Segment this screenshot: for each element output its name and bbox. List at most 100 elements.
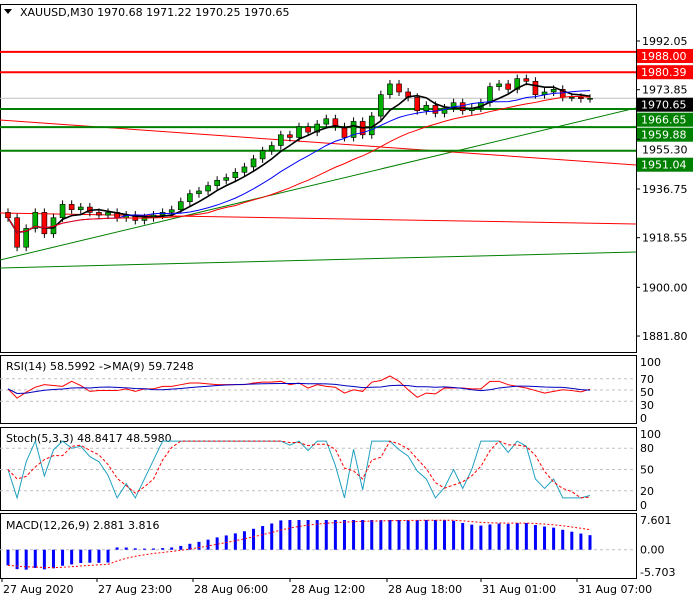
- candle-body: [5, 212, 11, 219]
- candle-body: [177, 201, 184, 211]
- candle-body: [441, 107, 448, 114]
- candle-body: [378, 94, 384, 117]
- candle-body: [532, 80, 539, 95]
- moving-average-line: [7, 83, 591, 234]
- candle-body: [341, 126, 348, 138]
- candle-body: [569, 97, 575, 99]
- level-badge: [637, 65, 693, 80]
- panel-frame: [0, 4, 637, 353]
- candle-body: [323, 118, 330, 125]
- candle-body: [214, 179, 220, 186]
- trendline: [0, 107, 637, 261]
- macd-tick-label: 7.601: [640, 514, 672, 527]
- level-label: 1970.65: [641, 99, 687, 112]
- candle-body: [59, 204, 66, 219]
- candle-body: [423, 105, 430, 112]
- candle-body: [459, 102, 466, 112]
- time-label: 27 Aug 23:00: [98, 583, 172, 596]
- candle-body: [578, 97, 584, 99]
- price-tick-label: 1918.55: [642, 232, 688, 245]
- candle-body: [396, 83, 402, 93]
- candle-body: [23, 228, 29, 248]
- price-tick-label: 1900.00: [642, 281, 688, 294]
- candle-body: [241, 166, 248, 173]
- panel-frame: [0, 513, 637, 579]
- level-label: 1951.04: [641, 159, 687, 172]
- rsi-tick-label: 30: [640, 399, 654, 412]
- candle-body: [523, 78, 530, 82]
- time-label: 27 Aug 2020: [3, 583, 73, 596]
- level-badge: [637, 127, 693, 142]
- candle-body: [550, 89, 557, 93]
- candle-body: [41, 212, 48, 235]
- level-badge: [637, 49, 693, 63]
- candle-body: [414, 97, 421, 112]
- price-tick-label: 1973.85: [642, 84, 688, 97]
- stoch-tick-label: 20: [640, 485, 654, 498]
- time-label: 31 Aug 07:00: [578, 583, 652, 596]
- candle-body: [350, 121, 357, 138]
- candle-body: [77, 206, 84, 211]
- macd-label: MACD(12,26,9) 2.881 3.816: [6, 519, 160, 532]
- candle-body: [432, 105, 439, 114]
- stoch-tick-label: 100: [640, 428, 661, 441]
- moving-average-line: [7, 95, 591, 234]
- price-tick-label: 1881.80: [642, 330, 688, 343]
- candle-body: [205, 185, 211, 192]
- candle-body: [314, 123, 320, 133]
- candle-body: [259, 150, 266, 160]
- rsi-ma-line: [7, 382, 591, 395]
- candle-body: [496, 83, 502, 87]
- candle-body: [223, 177, 230, 181]
- candle-body: [487, 86, 493, 103]
- level-badge: [637, 112, 693, 127]
- candle-body: [332, 118, 339, 128]
- candle-body: [105, 212, 111, 216]
- candle-body: [187, 193, 193, 202]
- price-tick-label: 1992.05: [642, 35, 688, 48]
- candle-body: [505, 83, 511, 90]
- candle-body: [168, 209, 175, 213]
- stoch-tick-label: 50: [640, 464, 654, 477]
- chart-title: XAUUSD,M30 1970.68 1971.22 1970.25 1970.…: [20, 6, 290, 19]
- stoch-tick-label: 80: [640, 442, 654, 455]
- rsi-tick-label: 70: [640, 373, 654, 386]
- time-label: 31 Aug 01:00: [482, 583, 556, 596]
- moving-average-line: [7, 90, 591, 234]
- level-badge: [637, 97, 693, 112]
- candle-body: [250, 158, 257, 168]
- candle-body: [296, 126, 302, 138]
- level-label: 1980.39: [641, 66, 687, 79]
- candle-body: [32, 212, 39, 229]
- dropdown-triangle-icon[interactable]: [4, 9, 12, 14]
- candle-body: [68, 204, 75, 211]
- candle-body: [287, 134, 293, 138]
- macd-signal-line: [7, 519, 591, 569]
- candle-body: [387, 83, 393, 95]
- candle-body: [305, 126, 311, 133]
- rsi-label: RSI(14) 58.5992 ->MA(9) 59.7248: [6, 360, 194, 373]
- time-label: 28 Aug 06:00: [194, 583, 268, 596]
- level-label: 1966.65: [641, 114, 687, 127]
- candle-body: [268, 145, 275, 152]
- level-label: 1959.88: [641, 129, 687, 142]
- candle-body: [96, 212, 102, 216]
- stoch-label: Stoch(5,3,3) 48.8417 48.5980: [6, 432, 172, 445]
- candle-body: [514, 78, 521, 90]
- rsi-tick-label: 0: [640, 412, 647, 425]
- stoch-main-line: [7, 439, 591, 500]
- time-label: 28 Aug 18:00: [388, 583, 462, 596]
- candle-body: [278, 134, 284, 146]
- time-label: 28 Aug 12:00: [291, 583, 365, 596]
- price-tick-label: 1955.30: [642, 144, 688, 157]
- level-badge: [637, 157, 693, 172]
- macd-tick-label: 0.00: [640, 544, 665, 557]
- macd-tick-label: -5.703: [640, 566, 675, 579]
- stoch-signal-line: [7, 440, 591, 499]
- trendline: [0, 251, 637, 269]
- level-label: 1988.00: [641, 50, 687, 63]
- rsi-tick-label: 100: [640, 356, 661, 369]
- candle-body: [232, 171, 239, 178]
- candle-body: [587, 97, 593, 100]
